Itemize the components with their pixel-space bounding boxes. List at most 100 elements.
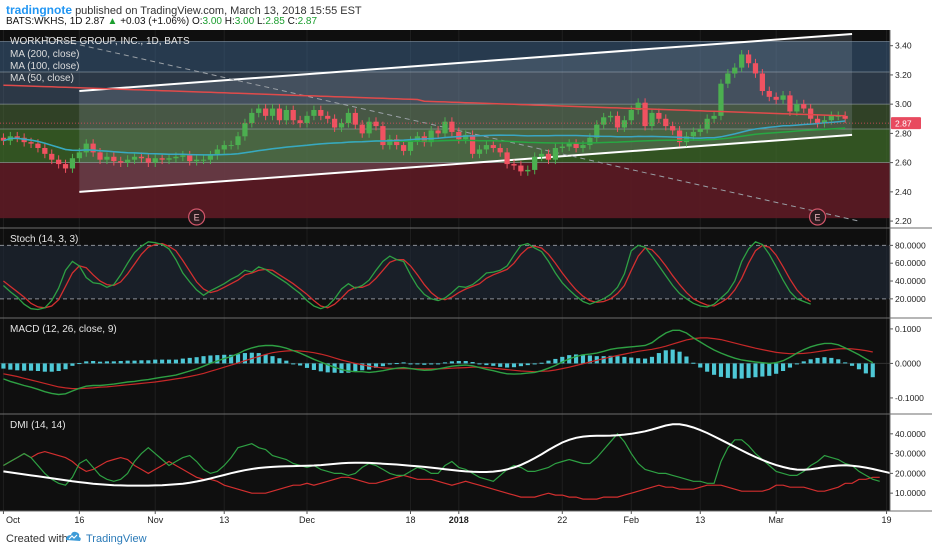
candle[interactable] — [152, 153, 158, 167]
candle[interactable] — [187, 150, 193, 166]
candle[interactable] — [649, 108, 655, 131]
last-price-badge[interactable] — [891, 117, 921, 130]
candle[interactable] — [166, 153, 172, 165]
chart-svg[interactable]: E E WORKHORSE GROUP, INC., 1D, BATS MA (200… — [0, 30, 932, 527]
candle[interactable] — [725, 69, 731, 89]
candle[interactable] — [711, 111, 717, 124]
candle[interactable] — [532, 152, 538, 175]
candle[interactable] — [752, 58, 759, 78]
candle[interactable] — [449, 117, 455, 137]
candle[interactable] — [497, 143, 503, 157]
author-link[interactable]: tradingnote — [6, 3, 72, 17]
candle[interactable] — [249, 108, 255, 128]
candle[interactable] — [745, 50, 752, 68]
candle[interactable] — [490, 140, 496, 153]
candle[interactable] — [780, 91, 786, 105]
candle[interactable] — [663, 114, 669, 131]
candle[interactable] — [138, 152, 145, 163]
candle[interactable] — [732, 63, 738, 78]
tradingview-brand[interactable]: TradingView — [86, 533, 147, 545]
candle[interactable] — [400, 140, 407, 156]
chart-area[interactable]: E E WORKHORSE GROUP, INC., 1D, BATS MA (200… — [0, 30, 932, 527]
candle[interactable] — [228, 140, 234, 150]
candle[interactable] — [614, 111, 621, 132]
candle[interactable] — [739, 50, 745, 72]
candle[interactable] — [0, 133, 7, 146]
candle[interactable] — [642, 98, 648, 131]
candle[interactable] — [297, 115, 303, 128]
candle[interactable] — [145, 153, 151, 167]
macd-pane[interactable]: MACD (12, 26, close, 9) — [0, 324, 890, 396]
candle[interactable] — [125, 155, 131, 167]
candle[interactable] — [290, 105, 296, 125]
candle[interactable] — [656, 108, 662, 124]
candle[interactable] — [552, 143, 559, 165]
candle[interactable] — [325, 111, 331, 124]
dmi-minus-line[interactable] — [3, 450, 880, 500]
earnings-marker-icon[interactable] — [808, 208, 827, 226]
candle[interactable] — [394, 134, 400, 150]
candle[interactable] — [387, 134, 393, 150]
candle[interactable] — [621, 115, 628, 132]
dmi-pane[interactable]: DMI (14, 14) — [3, 420, 922, 500]
candle[interactable] — [352, 108, 358, 129]
candle[interactable] — [318, 105, 324, 121]
candle[interactable] — [262, 104, 269, 121]
candle[interactable] — [787, 91, 793, 116]
candle[interactable] — [821, 115, 828, 128]
candle[interactable] — [269, 104, 276, 121]
candle[interactable] — [518, 161, 524, 176]
candle[interactable] — [194, 155, 200, 166]
candle[interactable] — [311, 105, 317, 121]
candle[interactable] — [525, 165, 531, 176]
candle[interactable] — [14, 131, 20, 143]
candle[interactable] — [242, 118, 248, 141]
candle[interactable] — [276, 104, 283, 125]
candle[interactable] — [338, 118, 345, 132]
ma-200-line[interactable] — [3, 84, 846, 117]
candle[interactable] — [90, 139, 96, 157]
candle[interactable] — [207, 150, 214, 165]
candle[interactable] — [345, 108, 352, 128]
candle[interactable] — [366, 117, 372, 138]
candle[interactable] — [766, 86, 772, 102]
earnings-marker-icon[interactable] — [188, 208, 206, 226]
candle[interactable] — [159, 153, 165, 165]
candle[interactable] — [180, 150, 186, 162]
candle[interactable] — [428, 126, 434, 147]
candle[interactable] — [704, 114, 710, 134]
candle[interactable] — [56, 155, 62, 169]
candle[interactable] — [104, 152, 110, 165]
price-pane[interactable]: E E WORKHORSE GROUP, INC., 1D, BATS MA (200… — [0, 33, 890, 226]
candle[interactable] — [111, 152, 117, 166]
candle[interactable] — [476, 145, 483, 159]
candle[interactable] — [200, 155, 207, 165]
candle[interactable] — [670, 121, 676, 135]
candle[interactable] — [635, 98, 641, 115]
candle[interactable] — [83, 139, 89, 157]
stoch-pane[interactable]: Stoch (14, 3, 3) — [0, 234, 890, 311]
candle[interactable] — [504, 148, 510, 169]
candle[interactable] — [794, 99, 800, 116]
stoch-d-line[interactable] — [2, 242, 812, 309]
candle[interactable] — [683, 131, 690, 147]
candle[interactable] — [511, 159, 517, 170]
candle[interactable] — [42, 143, 48, 159]
candle[interactable] — [221, 140, 227, 154]
candle[interactable] — [442, 117, 448, 138]
dmi-adx-line[interactable] — [3, 423, 922, 487]
candle[interactable] — [483, 140, 490, 154]
channel-upper-line[interactable] — [79, 33, 853, 92]
candle[interactable] — [594, 120, 600, 143]
candle[interactable] — [676, 126, 683, 147]
stoch-k-line[interactable] — [2, 241, 811, 311]
candle[interactable] — [601, 112, 607, 129]
candle[interactable] — [801, 99, 807, 113]
ma-50-line[interactable] — [3, 120, 846, 156]
candle[interactable] — [214, 145, 220, 160]
candle[interactable] — [435, 126, 441, 138]
candle[interactable] — [62, 159, 69, 173]
candle[interactable] — [545, 149, 552, 165]
candle[interactable] — [373, 117, 379, 131]
candle[interactable] — [49, 149, 55, 165]
